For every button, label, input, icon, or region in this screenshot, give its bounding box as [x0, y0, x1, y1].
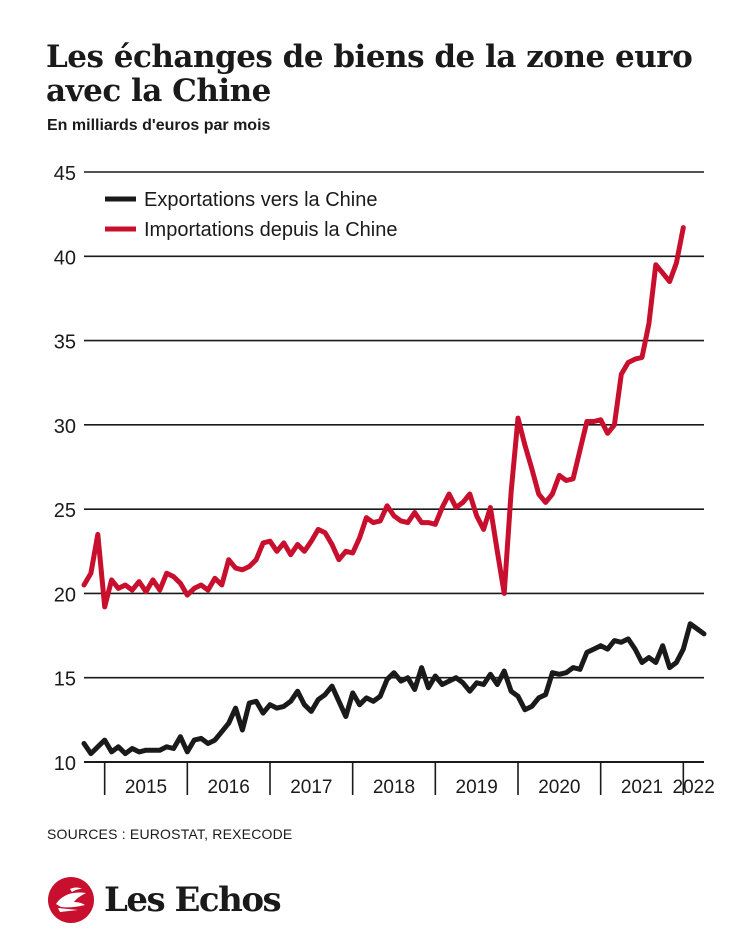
y-tick-label: 40 — [54, 247, 76, 269]
source-note: SOURCES : EUROSTAT, REXECODE — [47, 826, 293, 842]
x-tick-label: 2020 — [538, 777, 580, 798]
x-tick-label: 2017 — [290, 777, 332, 798]
y-tick-label: 15 — [54, 669, 76, 691]
y-axis-labels: 10 15 20 25 30 35 40 45 — [54, 163, 76, 775]
brand-name: Les Echos — [104, 880, 282, 920]
legend-label: Importations depuis la Chine — [144, 219, 397, 241]
y-tick-label: 45 — [54, 163, 76, 185]
line-chart: 10 15 20 25 30 35 40 45 2015 2016 2017 2018 2019 202… — [54, 163, 715, 798]
x-tick-label: 2018 — [373, 777, 415, 798]
legend: Exportations vers la Chine Importations d… — [105, 189, 397, 241]
y-tick-label: 35 — [54, 332, 76, 354]
x-tick-label: 2019 — [456, 777, 498, 798]
chart-subtitle: En milliards d'euros par mois — [47, 117, 271, 134]
chart-title: Les échanges de biens de la zone euro av… — [46, 39, 693, 109]
x-tick-label: 2015 — [125, 777, 167, 798]
x-axis: 2015 2016 2017 2018 2019 2020 2021 2022 — [103, 762, 715, 798]
y-tick-label: 20 — [54, 584, 76, 606]
y-tick-label: 25 — [54, 500, 76, 522]
x-tick-label: 2021 — [621, 777, 663, 798]
les-echos-bird-icon — [48, 877, 94, 923]
y-tick-label: 30 — [54, 416, 76, 438]
legend-label: Exportations vers la Chine — [144, 189, 377, 211]
y-tick-label: 10 — [54, 753, 76, 775]
series-lines — [81, 225, 707, 757]
x-tick-label: 2016 — [208, 777, 250, 798]
x-tick-label: 2022 — [673, 777, 715, 798]
brand-logo: Les Echos — [48, 877, 282, 923]
series-line — [81, 225, 686, 610]
series-line — [81, 621, 707, 757]
